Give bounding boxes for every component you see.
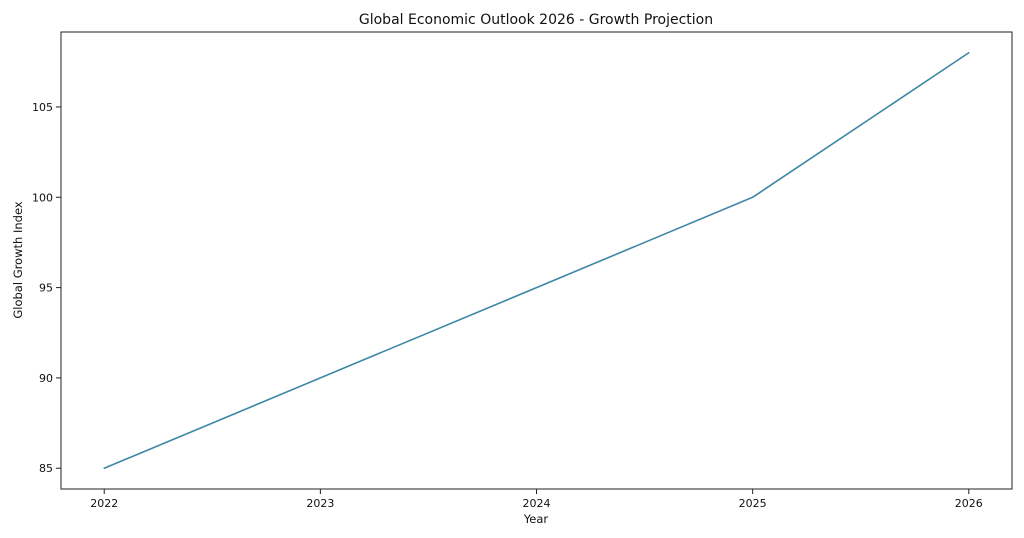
y-tick-label: 105 — [32, 101, 53, 114]
y-tick-label: 95 — [39, 282, 53, 295]
x-tick-label: 2026 — [955, 497, 983, 510]
y-tick-label: 85 — [39, 462, 53, 475]
x-tick-label: 2024 — [523, 497, 551, 510]
y-axis-label: Global Growth Index — [11, 201, 25, 318]
x-axis-label: Year — [523, 512, 549, 526]
x-tick-label: 2022 — [90, 497, 118, 510]
x-tick-label: 2025 — [739, 497, 767, 510]
chart-title: Global Economic Outlook 2026 - Growth Pr… — [359, 12, 713, 28]
x-axis-ticks: 2022 2023 2024 2025 2026 — [90, 489, 983, 510]
y-tick-label: 100 — [32, 191, 53, 204]
x-tick-label: 2023 — [306, 497, 334, 510]
y-tick-label: 90 — [39, 372, 53, 385]
plot-area: 2022 2023 2024 2025 2026 85 90 95 100 105 — [32, 31, 1013, 510]
series-line — [103, 51, 970, 470]
y-axis-ticks: 85 90 95 100 105 — [32, 101, 61, 475]
series-layer — [103, 51, 970, 470]
